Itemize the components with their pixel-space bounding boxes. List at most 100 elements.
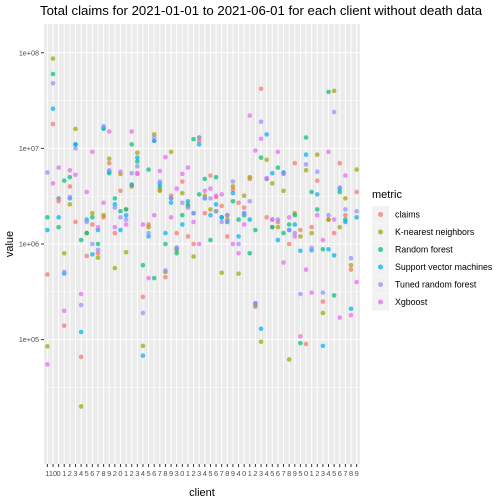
data-point (157, 179, 163, 184)
data-point (275, 237, 281, 243)
data-point (326, 212, 331, 218)
legend-marker (378, 264, 383, 270)
legend-marker (378, 229, 383, 235)
data-point (180, 171, 185, 177)
data-point (61, 308, 67, 314)
data-point (61, 323, 67, 328)
data-point (331, 293, 337, 298)
data-point (191, 241, 196, 247)
chart-title: Total claims for 2021-01-01 to 2021-06-0… (40, 3, 483, 18)
data-point (348, 312, 354, 318)
data-point (309, 189, 314, 195)
grid (44, 24, 360, 464)
data-point (241, 193, 247, 199)
data-point (123, 217, 129, 222)
data-point (343, 196, 348, 201)
data-point (163, 268, 168, 273)
x-tick-label: 5 (270, 469, 274, 478)
data-point (230, 179, 236, 184)
data-point (286, 241, 292, 247)
data-point (73, 219, 78, 225)
legend-marker (378, 247, 383, 252)
data-point (146, 230, 151, 236)
data-point (292, 230, 298, 236)
data-point (269, 181, 275, 186)
data-point (320, 343, 326, 349)
data-point (135, 163, 140, 169)
data-point (286, 215, 292, 220)
x-tick-label: 1 (186, 469, 190, 478)
data-point (180, 200, 185, 206)
data-point (337, 315, 343, 320)
data-point (202, 210, 208, 216)
x-tick-label: 3 (73, 469, 77, 478)
legend-marker (378, 282, 383, 287)
data-point (354, 167, 359, 172)
x-tick-label: 8 (163, 469, 167, 478)
data-point (298, 291, 303, 297)
data-point (67, 174, 73, 180)
data-point (219, 270, 224, 276)
data-point (50, 121, 56, 127)
data-point (320, 310, 326, 316)
data-point (106, 167, 112, 173)
data-point (275, 149, 281, 155)
data-point (118, 169, 123, 175)
x-tick-label: 7 (96, 469, 100, 478)
data-point (67, 167, 73, 173)
x-tick-label: 3 (135, 469, 139, 478)
data-point (331, 230, 337, 236)
data-point (112, 202, 118, 207)
data-point (196, 192, 202, 197)
data-point (236, 241, 241, 247)
data-point (258, 136, 264, 142)
data-point (95, 250, 101, 256)
x-tick-label: 2 (113, 469, 117, 478)
data-point (320, 237, 326, 243)
data-point (348, 306, 354, 312)
data-point (247, 250, 253, 256)
data-point (78, 302, 84, 308)
data-point (219, 192, 224, 197)
x-tick-label: 2 (130, 469, 134, 478)
x-tick-label: 2 (192, 469, 196, 478)
x-tick-label: 0 (57, 469, 61, 478)
data-point (118, 188, 123, 194)
x-tick-label: 7 (343, 469, 347, 478)
legend-label: Random forest (395, 245, 453, 255)
data-point (45, 215, 50, 220)
data-point (140, 222, 146, 227)
data-point (309, 224, 314, 230)
data-point (314, 192, 320, 197)
data-point (78, 354, 84, 360)
data-point (236, 217, 241, 222)
data-point (50, 56, 56, 61)
data-point (45, 227, 50, 233)
data-point (180, 190, 185, 196)
x-tick-label: 2 (315, 469, 319, 478)
data-point (208, 212, 213, 218)
data-point (180, 179, 185, 184)
data-point (264, 215, 269, 220)
data-point (112, 196, 118, 201)
legend-label: Xgboost (395, 297, 428, 307)
data-point (135, 150, 140, 156)
y-axis-title: value (4, 231, 16, 257)
data-point (95, 224, 101, 230)
data-point (337, 189, 343, 195)
data-point (348, 255, 354, 261)
x-tick-label: 0 (242, 469, 246, 478)
data-point (90, 215, 95, 220)
data-point (157, 188, 163, 194)
data-point (309, 230, 314, 236)
x-axis-title: client (189, 487, 215, 499)
data-point (247, 198, 253, 204)
data-point (191, 136, 196, 142)
data-point (163, 230, 168, 236)
data-point (163, 154, 168, 160)
legend-title: metric (372, 189, 402, 201)
data-point (118, 208, 123, 214)
data-point (61, 269, 67, 275)
data-point (78, 404, 84, 409)
data-point (303, 341, 309, 347)
